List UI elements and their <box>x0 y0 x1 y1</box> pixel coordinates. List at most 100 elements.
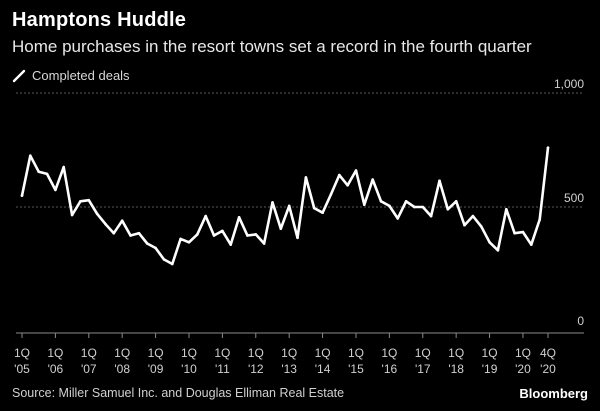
data-point <box>137 231 141 235</box>
data-point <box>87 198 91 202</box>
data-point <box>145 242 149 245</box>
x-tick-label-quarter: 1Q <box>381 346 397 360</box>
data-point <box>271 201 274 204</box>
data-point <box>129 234 132 237</box>
x-tick-label-year: '20 <box>515 362 531 376</box>
legend-line-icon <box>12 69 26 82</box>
data-point <box>438 179 441 183</box>
data-point <box>120 219 124 222</box>
x-tick-label-quarter: 1Q <box>148 346 164 360</box>
x-tick-label-year: '07 <box>81 362 97 376</box>
x-tick-label-quarter: 1Q <box>81 346 97 360</box>
x-tick-label-quarter: 1Q <box>448 346 464 360</box>
data-point <box>104 222 107 226</box>
x-tick-label-quarter: 1Q <box>14 346 30 360</box>
x-tick-label-year: '17 <box>415 362 431 376</box>
data-point <box>296 236 299 240</box>
data-point <box>221 229 224 233</box>
data-point <box>212 234 216 237</box>
x-tick-label-year: '10 <box>181 362 197 376</box>
data-point <box>463 223 466 227</box>
data-point <box>513 231 516 235</box>
legend: Completed deals <box>12 68 130 83</box>
data-point <box>70 213 74 217</box>
data-point <box>329 193 333 196</box>
data-point <box>95 212 99 216</box>
legend-label: Completed deals <box>32 68 130 83</box>
x-tick-label-quarter: 1Q <box>181 346 197 360</box>
x-tick-label-quarter: 1Q <box>248 346 264 360</box>
data-point <box>45 172 49 176</box>
data-point <box>254 233 258 236</box>
data-point <box>488 241 491 244</box>
data-point <box>446 208 450 211</box>
x-tick-label-quarter: 1Q <box>281 346 297 360</box>
data-point <box>371 178 375 181</box>
data-point <box>287 204 291 208</box>
x-tick-label-quarter: 1Q <box>47 346 63 360</box>
x-tick-label-year: '12 <box>248 362 264 376</box>
x-tick-label-year: '06 <box>48 362 64 376</box>
x-tick-label-year: '11 <box>215 362 230 376</box>
x-tick-label-year: '08 <box>114 362 130 376</box>
data-point <box>29 154 32 157</box>
data-point <box>54 188 57 192</box>
data-point <box>429 214 433 218</box>
data-point <box>20 194 24 197</box>
x-tick-label-quarter: 1Q <box>315 346 331 360</box>
x-tick-label-year: '05 <box>14 362 30 376</box>
data-point <box>496 249 500 252</box>
x-tick-label-year: '15 <box>348 362 364 376</box>
data-point <box>154 246 157 250</box>
data-point <box>530 243 533 246</box>
chart-subtitle: Home purchases in the resort towns set a… <box>12 37 532 56</box>
x-tick-label-year: '09 <box>148 362 164 376</box>
data-point <box>388 204 391 208</box>
data-point <box>454 200 458 203</box>
data-point <box>37 170 40 173</box>
data-point <box>479 225 483 228</box>
data-point <box>379 200 383 203</box>
data-point <box>546 146 550 149</box>
source-note: Source: Miller Samuel Inc. and Douglas E… <box>12 386 345 400</box>
data-point <box>246 234 249 237</box>
y-tick-label: 500 <box>564 191 584 205</box>
x-tick-label-year: '16 <box>382 362 398 376</box>
data-point <box>505 208 508 211</box>
data-point <box>338 173 341 177</box>
data-point <box>262 242 266 245</box>
series-line-completed-deals <box>20 146 550 266</box>
data-point <box>363 203 366 206</box>
data-point <box>421 205 425 209</box>
data-point <box>229 243 232 246</box>
chart-title: Hamptons Huddle <box>12 9 187 31</box>
data-point <box>396 217 400 220</box>
y-tick-label: 1,000 <box>554 77 584 91</box>
data-point <box>62 165 65 169</box>
data-point <box>112 231 116 235</box>
x-tick-label-quarter: 1Q <box>214 346 230 360</box>
data-point <box>79 200 82 203</box>
x-tick-label-quarter: 1Q <box>114 346 130 360</box>
x-tick-label-year: '13 <box>281 362 297 376</box>
x-tick-label-quarter: 4Q <box>540 346 556 360</box>
data-point <box>171 262 174 266</box>
x-tick-label-quarter: 1Q <box>415 346 431 360</box>
x-tick-label-quarter: 1Q <box>515 346 531 360</box>
data-point <box>196 233 199 236</box>
data-point <box>538 218 541 221</box>
bloomberg-logo: Bloomberg <box>519 386 588 401</box>
data-point <box>521 230 525 234</box>
data-point <box>279 227 283 230</box>
data-point <box>304 176 308 179</box>
data-point <box>471 214 475 218</box>
x-tick-label-quarter: 1Q <box>348 346 364 360</box>
data-point <box>312 206 316 210</box>
data-point <box>204 214 207 218</box>
data-point <box>237 216 241 219</box>
x-tick-label-quarter: 1Q <box>482 346 498 360</box>
data-point <box>413 205 416 209</box>
data-point <box>321 211 324 214</box>
data-point <box>404 200 408 203</box>
